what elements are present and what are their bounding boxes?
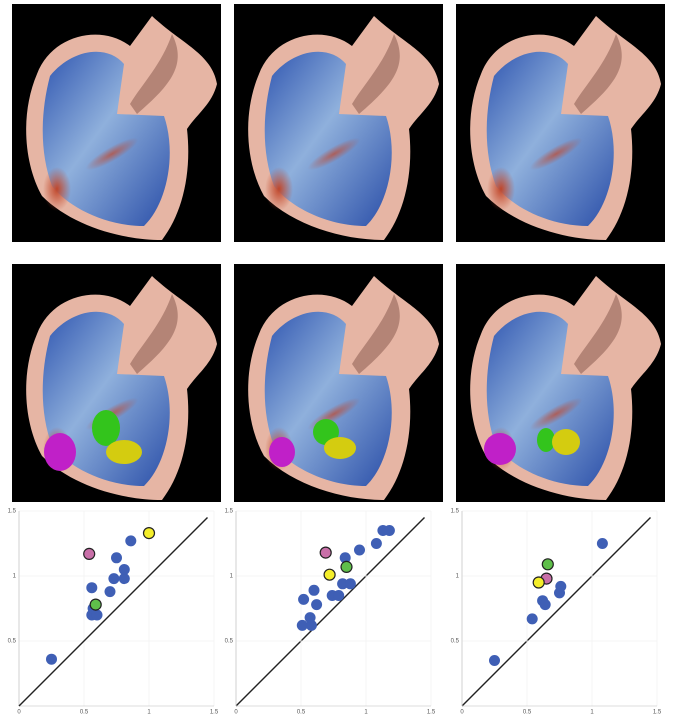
point [489,655,500,666]
x-tick-label: 0.5 [523,710,532,716]
region-blob [552,429,580,455]
x-tick-label: 1.5 [653,710,662,716]
heart-render [234,4,443,242]
x-tick-label: 1 [147,710,151,716]
point [305,612,316,623]
point [46,654,57,665]
point [533,577,544,588]
point [84,548,95,559]
point [555,581,566,592]
reference-line [236,518,425,707]
x-tick-label: 1 [364,710,368,716]
heart-render [234,264,443,502]
x-tick-label: 1.5 [427,710,436,716]
region-blob [484,433,516,465]
y-tick-label: 0.5 [225,639,234,645]
point [540,599,551,610]
y-tick-label: 1.5 [451,509,460,515]
y-tick-label: 1.5 [8,509,17,515]
y-tick-label: 1 [456,574,460,580]
point [354,545,365,556]
point [108,573,119,584]
point [333,590,344,601]
y-tick-label: 0.5 [451,639,460,645]
point [119,564,130,575]
region-blob [324,437,356,459]
point [111,552,122,563]
figure: 0 0.5 1 1.5 0.5 1 1.5 0 0.5 1 1.5 0.5 1 1.5 0 0.5 1 1.5 0.… [0,0,677,716]
point [341,561,352,572]
y-tick-label: 1.5 [225,509,234,515]
point [125,535,136,546]
point [311,599,322,610]
heart-render [456,4,665,242]
point [345,578,356,589]
heart-render [456,264,665,502]
x-tick-label: 1.5 [210,710,219,716]
heart-render [12,4,221,242]
region-blob [92,410,120,446]
point [597,538,608,549]
point [144,528,155,539]
x-tick-label: 0 [17,710,21,716]
y-tick-label: 1 [230,574,234,580]
heart-images [12,4,665,502]
point [86,582,97,593]
region-blob [269,437,295,467]
point [324,569,335,580]
point [371,538,382,549]
reference-line [462,518,651,707]
point [542,559,553,570]
point [384,525,395,536]
x-tick-label: 0.5 [297,710,306,716]
x-tick-label: 0 [234,710,238,716]
point [309,585,320,596]
x-tick-label: 1 [590,710,594,716]
x-tick-label: 0.5 [80,710,89,716]
point [320,547,331,558]
point [527,613,538,624]
x-tick-label: 0 [460,710,464,716]
point [90,599,101,610]
reference-line [19,518,208,707]
region-blob [106,440,142,464]
point [105,586,116,597]
region-blob [44,433,76,471]
y-tick-label: 0.5 [8,639,17,645]
heart-render [12,264,221,502]
point [298,594,309,605]
y-tick-label: 1 [13,574,17,580]
